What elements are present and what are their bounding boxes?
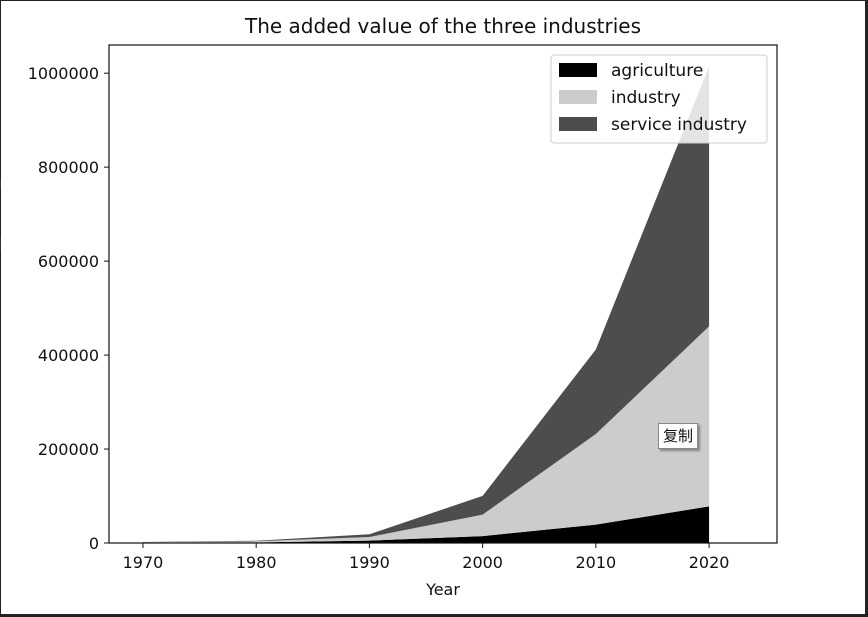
legend-swatch [559, 63, 597, 77]
chart-title: The added value of the three industries [244, 14, 641, 38]
legend-swatch [559, 117, 597, 131]
legend-swatch [559, 90, 597, 104]
x-axis-label: Year [425, 580, 460, 599]
area-service-industry [142, 66, 710, 543]
legend-box [550, 54, 768, 144]
x-tick-label: 2000 [462, 553, 503, 572]
copy-button[interactable]: 复制 [658, 423, 699, 449]
x-axis-ticks: 1970 1980 1990 2000 2010 2020 [123, 543, 730, 572]
edge-mark [0, 238, 7, 250]
legend-label: service industry [611, 115, 747, 135]
y-tick-label: 1000000 [28, 64, 99, 83]
y-tick-label: 600000 [38, 252, 99, 271]
legend: agriculture industry service industry [550, 54, 768, 144]
area-industry [142, 326, 710, 543]
y-tick-label: 400000 [38, 346, 99, 365]
x-tick-label: 2020 [689, 553, 730, 572]
y-axis-ticks: 0 200000 400000 600000 800000 1000000 [28, 64, 109, 553]
y-tick-label: 800000 [38, 158, 99, 177]
area-series-group [142, 66, 710, 543]
y-tick-label: 200000 [38, 440, 99, 459]
x-tick-label: 1980 [236, 553, 277, 572]
plot-frame [108, 44, 778, 544]
x-tick-label: 1990 [349, 553, 390, 572]
legend-label: industry [611, 88, 681, 108]
y-tick-label: 0 [89, 534, 99, 553]
edge-mark [0, 178, 7, 190]
x-tick-label: 1970 [123, 553, 164, 572]
x-tick-label: 2010 [575, 553, 616, 572]
legend-label: agriculture [611, 61, 703, 81]
area-agriculture [142, 506, 710, 543]
